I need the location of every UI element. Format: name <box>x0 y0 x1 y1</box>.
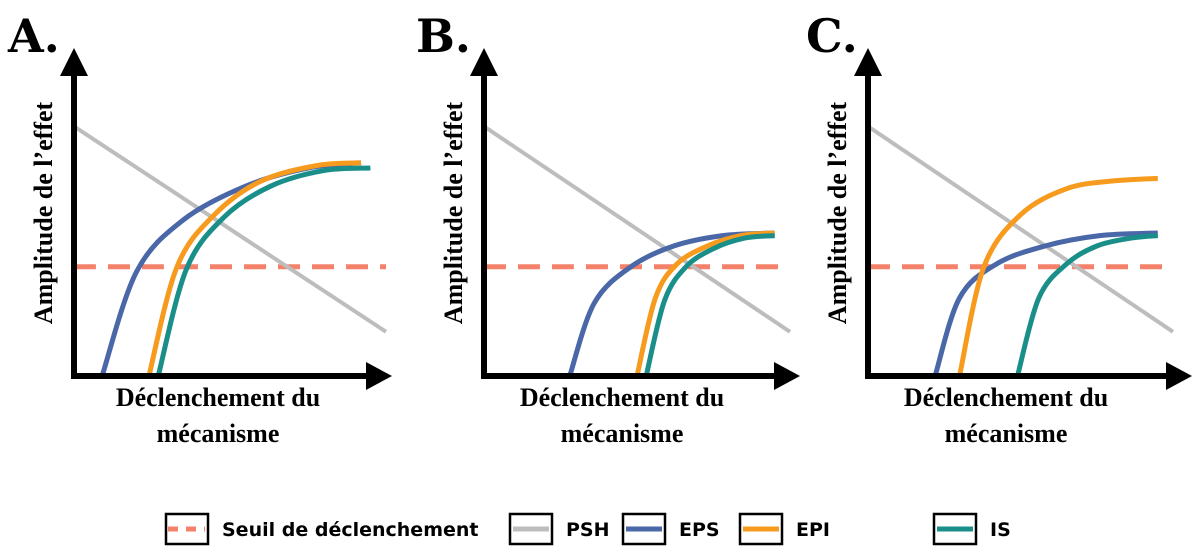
series-group <box>484 124 792 376</box>
x-axis-label-line2: mécanisme <box>157 419 280 448</box>
legend-item-eps: EPS <box>621 512 720 546</box>
series-line-is <box>1015 233 1159 376</box>
legend-item-psh: PSH <box>508 512 610 546</box>
legend-item-epi: EPI <box>738 512 830 546</box>
series-line-eps <box>932 230 1158 376</box>
series-line-psh <box>484 124 792 334</box>
y-axis-label: Amplitude de l’effet <box>29 101 58 324</box>
series-line-psh <box>868 124 1175 334</box>
legend-label: EPS <box>679 519 720 541</box>
series-line-is <box>155 165 371 376</box>
y-axis-label: Amplitude de l’effet <box>439 101 468 324</box>
legend: Seuil de déclenchement PSH EPS EPI IS <box>164 512 1011 546</box>
panel-label: C. <box>806 9 858 63</box>
y-axis-arrow <box>60 48 88 76</box>
series-line-epi <box>146 160 362 376</box>
legend-item-is: IS <box>932 512 1011 546</box>
x-axis-label-line2: mécanisme <box>945 419 1068 448</box>
series-line-epi <box>957 175 1158 376</box>
x-axis-arrow <box>774 362 800 390</box>
chart-panel: C. Amplitude de l’effet Déclenchement du mé… <box>806 9 1192 448</box>
legend-item-threshold: Seuil de déclenchement <box>164 512 478 546</box>
chart-panel: B. Amplitude de l’effet Déclenchement du mé… <box>416 9 800 448</box>
panel-label: B. <box>416 9 471 63</box>
x-axis-label-line1: Déclenchement du <box>904 383 1108 412</box>
y-axis-label: Amplitude de l’effet <box>823 101 852 324</box>
series-line-eps <box>567 230 775 376</box>
legend-label: Seuil de déclenchement <box>222 519 478 541</box>
series-line-epi <box>634 230 775 376</box>
y-axis-arrow <box>854 48 882 76</box>
series-line-eps <box>99 160 362 376</box>
series-line-is <box>643 233 775 376</box>
panels: A. Amplitude de l’effet Déclenchement du mé… <box>7 9 1192 448</box>
x-axis-label-line1: Déclenchement du <box>520 383 724 412</box>
x-axis-arrow <box>1166 362 1192 390</box>
legend-label: IS <box>990 519 1011 541</box>
chart-panel: A. Amplitude de l’effet Déclenchement du mé… <box>7 9 392 448</box>
legend-label: PSH <box>566 519 610 541</box>
series-group <box>74 124 388 376</box>
y-axis-arrow <box>470 48 498 76</box>
x-axis-arrow <box>366 362 392 390</box>
panel-label: A. <box>7 9 60 63</box>
series-line-psh <box>74 124 388 334</box>
x-axis-label-line2: mécanisme <box>561 419 684 448</box>
x-axis-label-line1: Déclenchement du <box>116 383 320 412</box>
series-group <box>868 124 1175 376</box>
legend-label: EPI <box>796 519 830 541</box>
